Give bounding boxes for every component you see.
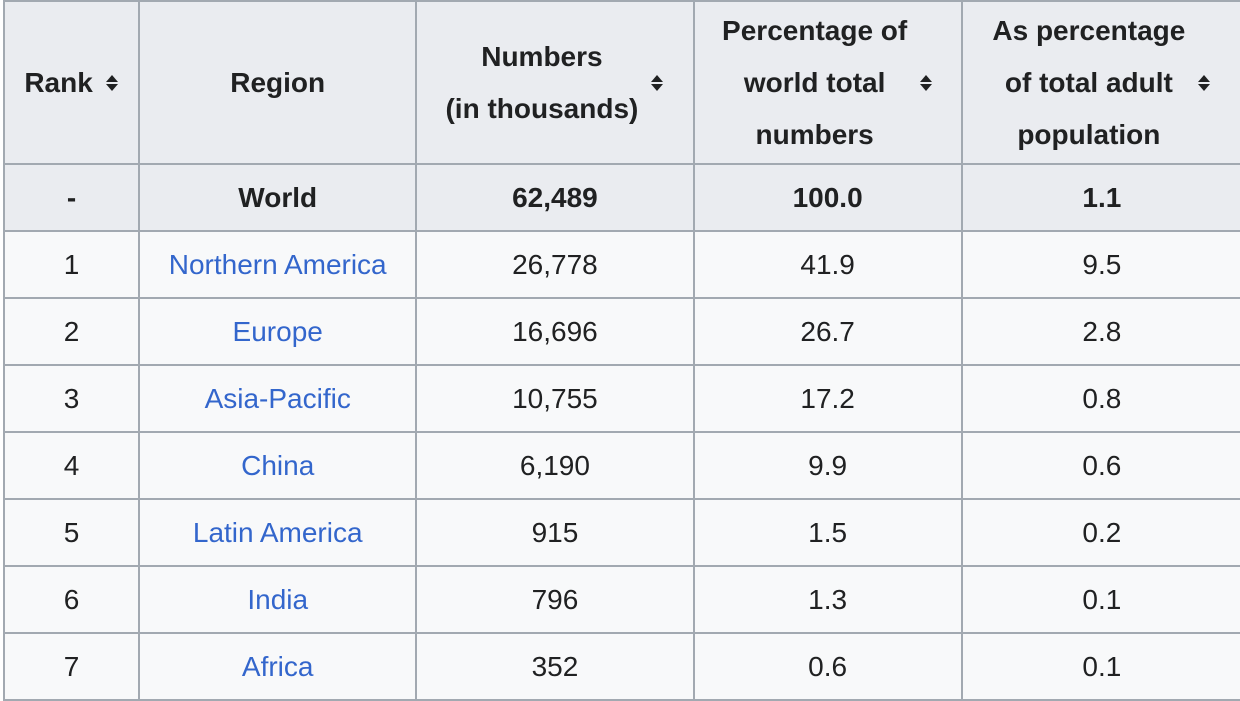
header-adult-line-3: population	[1017, 118, 1161, 150]
region-link-india[interactable]: India	[247, 583, 309, 615]
cell-rank: 5	[2, 498, 141, 567]
cell-percentage: 26.7	[692, 297, 963, 366]
header-percentage-line-3: numbers	[755, 118, 874, 150]
table-row: 4 China 6,190 9.9 0.6	[2, 431, 1240, 500]
table-row: 1 Northern America 26,778 41.9 9.5	[2, 230, 1240, 299]
cell-region: Africa	[138, 632, 418, 701]
cell-percentage: 17.2	[692, 364, 963, 433]
cell-percentage: 41.9	[692, 230, 963, 299]
table-row: 2 Europe 16,696 26.7 2.8	[2, 297, 1240, 366]
cell-region: World	[138, 163, 418, 232]
header-percentage-line-2: world total	[743, 66, 886, 98]
header-adult-percentage[interactable]: As percentage of total adult population	[960, 0, 1240, 165]
cell-rank: 3	[2, 364, 141, 433]
sort-arrows-icon[interactable]	[105, 73, 119, 93]
cell-numbers: 796	[415, 565, 695, 634]
header-rank-label: Rank	[24, 66, 93, 98]
table-row: 3 Asia-Pacific 10,755 17.2 0.8	[2, 364, 1240, 433]
cell-rank: 6	[2, 565, 141, 634]
cell-numbers: 62,489	[415, 163, 695, 232]
cell-percentage: 0.6	[692, 632, 963, 701]
table-body: - World 62,489 100.0 1.1 1 Northern Amer…	[2, 163, 1240, 701]
cell-numbers: 26,778	[415, 230, 695, 299]
header-numbers-line-1: Numbers	[481, 40, 603, 72]
cell-region: China	[138, 431, 418, 500]
table-row: 6 India 796 1.3 0.1	[2, 565, 1240, 634]
header-adult-line-2: of total adult	[1004, 66, 1173, 98]
header-region-label: Region	[230, 66, 326, 98]
table-row-world: - World 62,489 100.0 1.1	[2, 163, 1240, 232]
cell-adult-percentage: 0.2	[960, 498, 1240, 567]
header-numbers[interactable]: Numbers (in thousands)	[415, 0, 695, 165]
cell-numbers: 10,755	[415, 364, 695, 433]
cell-region: India	[138, 565, 418, 634]
cell-adult-percentage: 0.1	[960, 632, 1240, 701]
header-region: Region	[138, 0, 418, 165]
cell-rank: 4	[2, 431, 141, 500]
header-percentage[interactable]: Percentage of world total numbers	[692, 0, 963, 165]
header-rank[interactable]: Rank	[2, 0, 141, 165]
sort-arrows-icon[interactable]	[650, 73, 664, 93]
cell-adult-percentage: 2.8	[960, 297, 1240, 366]
cell-adult-percentage: 0.1	[960, 565, 1240, 634]
table-row: 7 Africa 352 0.6 0.1	[2, 632, 1240, 701]
cell-percentage: 1.3	[692, 565, 963, 634]
header-percentage-line-1: Percentage of	[722, 14, 908, 46]
cell-rank: 2	[2, 297, 141, 366]
cell-percentage: 9.9	[692, 431, 963, 500]
cell-rank: 7	[2, 632, 141, 701]
cell-percentage: 1.5	[692, 498, 963, 567]
cell-adult-percentage: 0.6	[960, 431, 1240, 500]
cell-adult-percentage: 1.1	[960, 163, 1240, 232]
cell-rank: -	[2, 163, 141, 232]
region-link-europe[interactable]: Europe	[232, 315, 323, 347]
region-link-africa[interactable]: Africa	[241, 650, 314, 682]
header-numbers-line-2: (in thousands)	[445, 92, 639, 124]
cell-region: Europe	[138, 297, 418, 366]
region-link-china[interactable]: China	[241, 449, 315, 481]
cell-numbers: 915	[415, 498, 695, 567]
header-row: Rank Region Numbers (in thousands)	[2, 0, 1240, 165]
sort-arrows-icon[interactable]	[919, 73, 933, 93]
cell-numbers: 352	[415, 632, 695, 701]
cell-adult-percentage: 9.5	[960, 230, 1240, 299]
cell-rank: 1	[2, 230, 141, 299]
cell-numbers: 16,696	[415, 297, 695, 366]
region-link-northern-america[interactable]: Northern America	[168, 248, 387, 280]
cell-region: Northern America	[138, 230, 418, 299]
region-link-asia-pacific[interactable]: Asia-Pacific	[204, 382, 351, 414]
cell-region: Asia-Pacific	[138, 364, 418, 433]
table-row: 5 Latin America 915 1.5 0.2	[2, 498, 1240, 567]
region-link-latin-america[interactable]: Latin America	[192, 516, 363, 548]
cell-region: Latin America	[138, 498, 418, 567]
cell-adult-percentage: 0.8	[960, 364, 1240, 433]
cell-percentage: 100.0	[692, 163, 963, 232]
sort-arrows-icon[interactable]	[1197, 73, 1211, 93]
header-adult-line-1: As percentage	[992, 14, 1186, 46]
cell-numbers: 6,190	[415, 431, 695, 500]
